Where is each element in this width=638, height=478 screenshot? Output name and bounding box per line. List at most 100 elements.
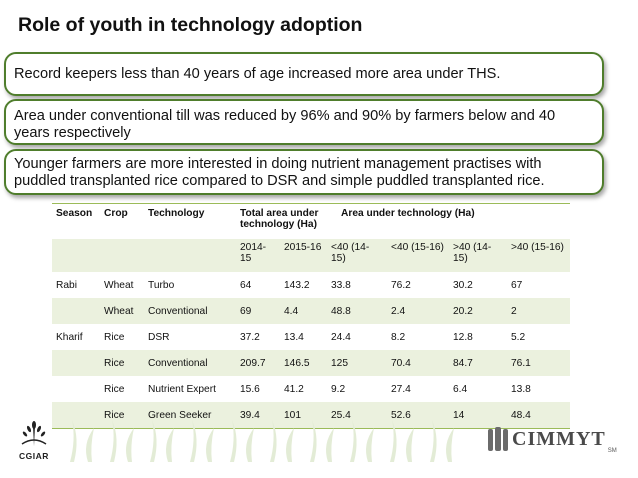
cell-value: 27.4 [391, 383, 411, 395]
cell-value: 48.4 [507, 402, 570, 429]
cell-technology: DSR [148, 331, 170, 343]
cell-value: 76.1 [507, 350, 570, 376]
decor-leaf [230, 420, 237, 462]
cell-technology: Conventional [144, 350, 236, 376]
decor-leaf [126, 428, 134, 462]
decor-leaf [110, 420, 117, 462]
cell-value: 37.2 [240, 331, 260, 343]
header-crop: Crop [100, 203, 144, 239]
cell-value: 2 [507, 298, 570, 324]
cell-value: 9.2 [331, 383, 346, 395]
cell-value: 6.4 [453, 383, 468, 395]
decor-leaf [390, 420, 397, 462]
cell-value: 52.6 [387, 402, 449, 429]
cell-value: 70.4 [387, 350, 449, 376]
cell-technology: Conventional [144, 298, 236, 324]
cell-technology: Green Seeker [144, 402, 236, 429]
decor-leaf [430, 420, 437, 462]
cell-season [52, 376, 100, 402]
cell-value: 20.2 [449, 298, 507, 324]
subheader-under40-15-16: <40 (15-16) [387, 239, 449, 272]
table-row: Rice Nutrient Expert 15.6 41.2 9.2 27.4 6.4 13.… [52, 376, 570, 402]
header-technology: Technology [144, 203, 236, 239]
cell-value: 12.8 [453, 331, 473, 343]
decor-leaf [366, 428, 374, 462]
cell-crop: Wheat [100, 298, 144, 324]
decor-leaf [190, 420, 197, 462]
cell-value: 14 [449, 402, 507, 429]
cell-value: 33.8 [331, 279, 351, 291]
cell-value: 41.2 [284, 383, 304, 395]
cimmyt-label: CIMMYT [512, 427, 606, 450]
cell-season: Kharif [56, 331, 83, 343]
subheader-2015-16: 2015-16 [280, 239, 327, 272]
decor-leaf [350, 420, 357, 462]
cell-technology: Nutrient Expert [148, 383, 216, 395]
header-area-under-technology: Area under technology (Ha) [327, 203, 570, 239]
cell-value: 15.6 [240, 383, 260, 395]
technology-area-table: Season Crop Technology Total area under … [52, 203, 570, 429]
cell-value: 8.2 [391, 331, 406, 343]
footer-decoration [70, 420, 454, 462]
decor-leaf [150, 420, 157, 462]
cell-crop: Rice [104, 331, 125, 343]
subheader-over40-14-15: >40 (14-15) [449, 239, 507, 272]
cell-value: 143.2 [284, 279, 310, 291]
cell-value: 146.5 [280, 350, 327, 376]
cell-value: 67 [511, 279, 523, 291]
table-header-row: Season Crop Technology Total area under … [52, 203, 570, 239]
cell-value: 125 [327, 350, 387, 376]
cgiar-logo: CGIAR [12, 420, 56, 461]
subheader-2014-15: 2014-15 [236, 239, 280, 272]
cell-value: 25.4 [327, 402, 387, 429]
decor-leaf [166, 428, 174, 462]
subheader-over40-15-16: >40 (15-16) [507, 239, 570, 272]
table-row: Rabi Wheat Turbo 64 143.2 33.8 76.2 30.2 67 [52, 272, 570, 298]
cell-value: 209.7 [236, 350, 280, 376]
slide-title: Role of youth in technology adoption [18, 14, 363, 36]
cell-season [52, 350, 100, 376]
cell-crop: Rice [104, 383, 125, 395]
cell-technology: Turbo [148, 279, 175, 291]
header-season: Season [52, 203, 100, 239]
decor-leaf [86, 428, 94, 462]
cimmyt-logo: CIMMYT SM [486, 424, 617, 454]
table-subheader-row: 2014-15 2015-16 <40 (14-15) <40 (15-16) … [52, 239, 570, 272]
cgiar-label: CGIAR [19, 451, 49, 461]
table-row: Rice Green Seeker 39.4 101 25.4 52.6 14 48.4 [52, 402, 570, 429]
decor-leaf [446, 428, 454, 462]
cimmyt-grain-icon [488, 427, 508, 451]
decor-leaf [310, 420, 317, 462]
table-row: Rice Conventional 209.7 146.5 125 70.4 84.7 76.… [52, 350, 570, 376]
cell-value: 30.2 [453, 279, 473, 291]
cell-value: 13.8 [511, 383, 531, 395]
table-row: Wheat Conventional 69 4.4 48.8 2.4 20.2 2 [52, 298, 570, 324]
decor-leaf [70, 420, 77, 462]
cgiar-wheat-icon [21, 421, 47, 446]
cell-season: Rabi [56, 279, 77, 291]
cell-crop: Wheat [104, 279, 134, 291]
callout-nutrient-management: Younger farmers are more interested in d… [4, 149, 604, 195]
cell-value: 4.4 [280, 298, 327, 324]
decor-leaf [270, 420, 277, 462]
cell-crop: Rice [100, 402, 144, 429]
cell-value: 2.4 [387, 298, 449, 324]
cimmyt-trademark: SM [607, 448, 617, 454]
callout-conventional-till: Area under conventional till was reduced… [4, 99, 604, 145]
callout-record-keepers: Record keepers less than 40 years of age… [4, 52, 604, 96]
decor-leaf [246, 428, 254, 462]
cell-season [52, 402, 100, 429]
cell-value: 84.7 [449, 350, 507, 376]
decor-leaf [286, 428, 294, 462]
decor-leaf [406, 428, 414, 462]
decor-leaf [326, 428, 334, 462]
cell-value: 76.2 [391, 279, 411, 291]
cell-value: 101 [280, 402, 327, 429]
cell-value: 69 [236, 298, 280, 324]
cell-value: 39.4 [236, 402, 280, 429]
subheader-under40-14-15: <40 (14-15) [327, 239, 387, 272]
cell-value: 48.8 [327, 298, 387, 324]
cell-value: 13.4 [284, 331, 304, 343]
cell-crop: Rice [100, 350, 144, 376]
table-row: Kharif Rice DSR 37.2 13.4 24.4 8.2 12.8 5.2 [52, 324, 570, 350]
